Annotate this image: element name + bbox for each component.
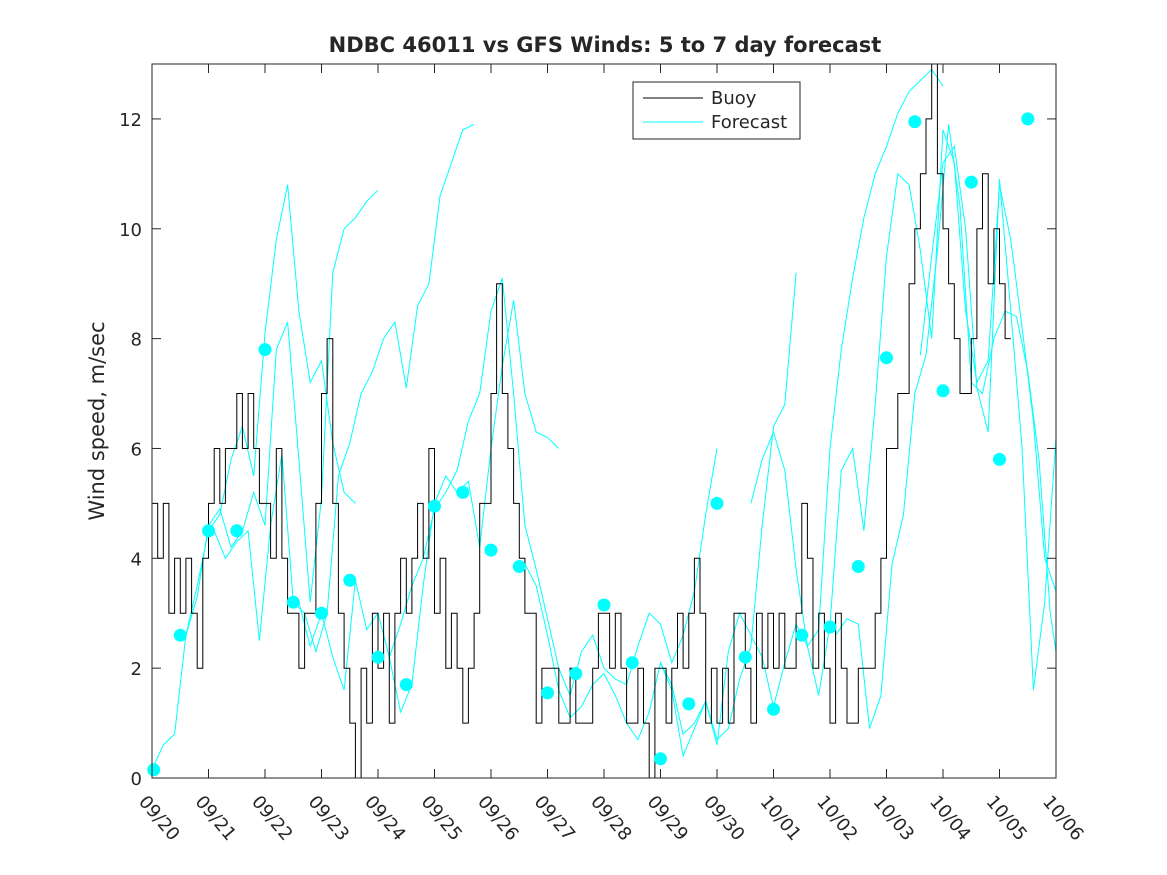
forecast-marker: [738, 650, 752, 664]
forecast-marker: [993, 452, 1006, 466]
legend-forecast-label: Forecast: [711, 112, 787, 133]
forecast-marker: [456, 485, 470, 499]
forecast-marker: [880, 351, 893, 365]
forecast-marker: [258, 343, 272, 357]
forecast-marker: [710, 496, 724, 510]
forecast-marker: [541, 686, 554, 700]
forecast-series-line: [919, 145, 1057, 691]
forecast-marker: [569, 667, 583, 681]
forecast-marker: [286, 595, 300, 609]
forecast-marker: [343, 573, 357, 587]
y-tick-label: 8: [131, 330, 142, 351]
legend: Buoy Forecast: [632, 81, 801, 140]
forecast-marker: [964, 175, 978, 189]
forecast-marker: [1021, 112, 1035, 126]
forecast-marker: [682, 697, 696, 711]
forecast-marker: [851, 560, 865, 573]
legend-buoy-label: Buoy: [711, 88, 757, 109]
forecast-marker: [795, 628, 809, 642]
forecast-marker: [173, 628, 187, 642]
forecast-marker: [654, 752, 667, 766]
forecast-marker: [399, 678, 413, 692]
forecast-marker: [230, 524, 244, 538]
chart-title: NDBC 46011 vs GFS Winds: 5 to 7 day fore…: [329, 33, 882, 57]
y-axis-label: Wind speed, m/sec: [85, 321, 109, 520]
forecast-markers: [147, 112, 1035, 777]
forecast-marker: [428, 499, 441, 513]
y-tick-label: 0: [131, 769, 142, 790]
y-tick-label: 6: [131, 439, 142, 460]
forecast-marker: [147, 763, 161, 777]
legend-box: [632, 81, 801, 140]
forecast-marker: [625, 656, 639, 670]
buoy-series-line: [152, 63, 1011, 779]
forecast-marker: [315, 606, 328, 620]
forecast-marker: [597, 598, 611, 612]
y-tick-label: 4: [131, 549, 142, 570]
y-axis: 0 2 4 6 8 10 12: [119, 110, 1056, 790]
forecast-marker: [936, 384, 950, 398]
forecast-marker: [908, 115, 922, 129]
forecast-marker: [823, 620, 837, 634]
forecast-series-line: [835, 124, 1057, 729]
y-tick-label: 12: [119, 110, 142, 131]
buoy-line-group: [152, 63, 1011, 779]
forecast-series-line: [213, 123, 475, 654]
y-tick-label: 10: [119, 220, 142, 241]
forecast-marker: [512, 560, 526, 573]
forecast-marker: [202, 524, 215, 538]
plot-background: [152, 64, 1056, 778]
forecast-marker: [484, 543, 498, 557]
forecast-marker: [371, 650, 385, 664]
forecast-series-line: [185, 189, 379, 636]
forecast-marker: [767, 702, 780, 716]
forecast-series-line: [388, 278, 718, 698]
y-tick-label: 2: [131, 659, 142, 680]
